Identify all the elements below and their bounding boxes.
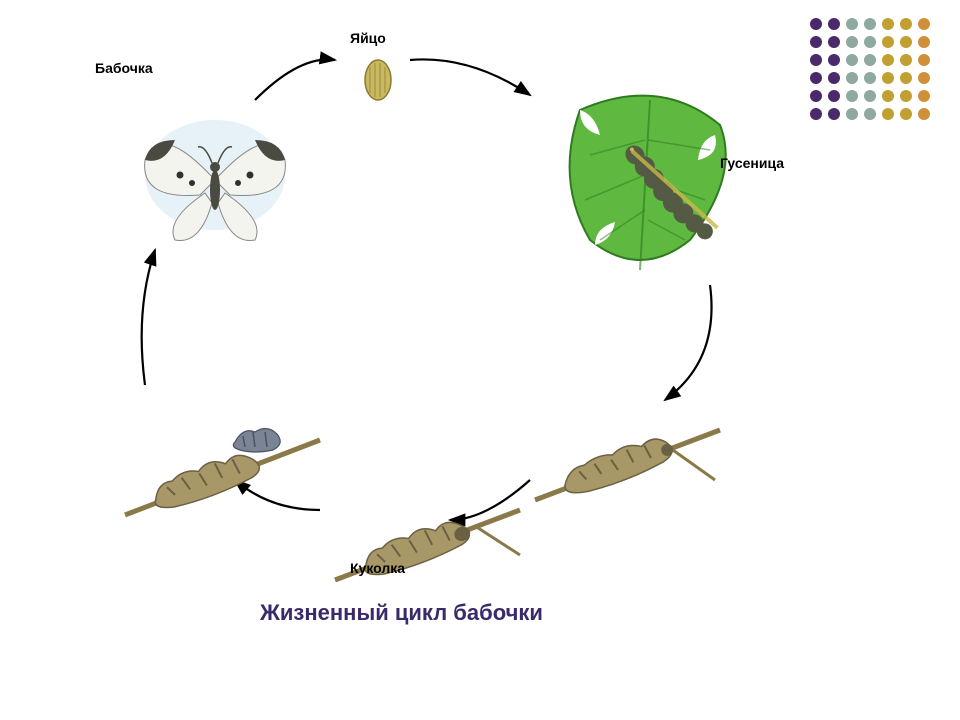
label-caterpillar: Гусеница bbox=[720, 155, 784, 171]
label-butterfly: Бабочка bbox=[95, 60, 153, 76]
label-pupa: Куколка bbox=[350, 560, 405, 576]
label-egg: Яйцо bbox=[350, 30, 386, 46]
diagram-title: Жизненный цикл бабочки bbox=[260, 600, 543, 626]
